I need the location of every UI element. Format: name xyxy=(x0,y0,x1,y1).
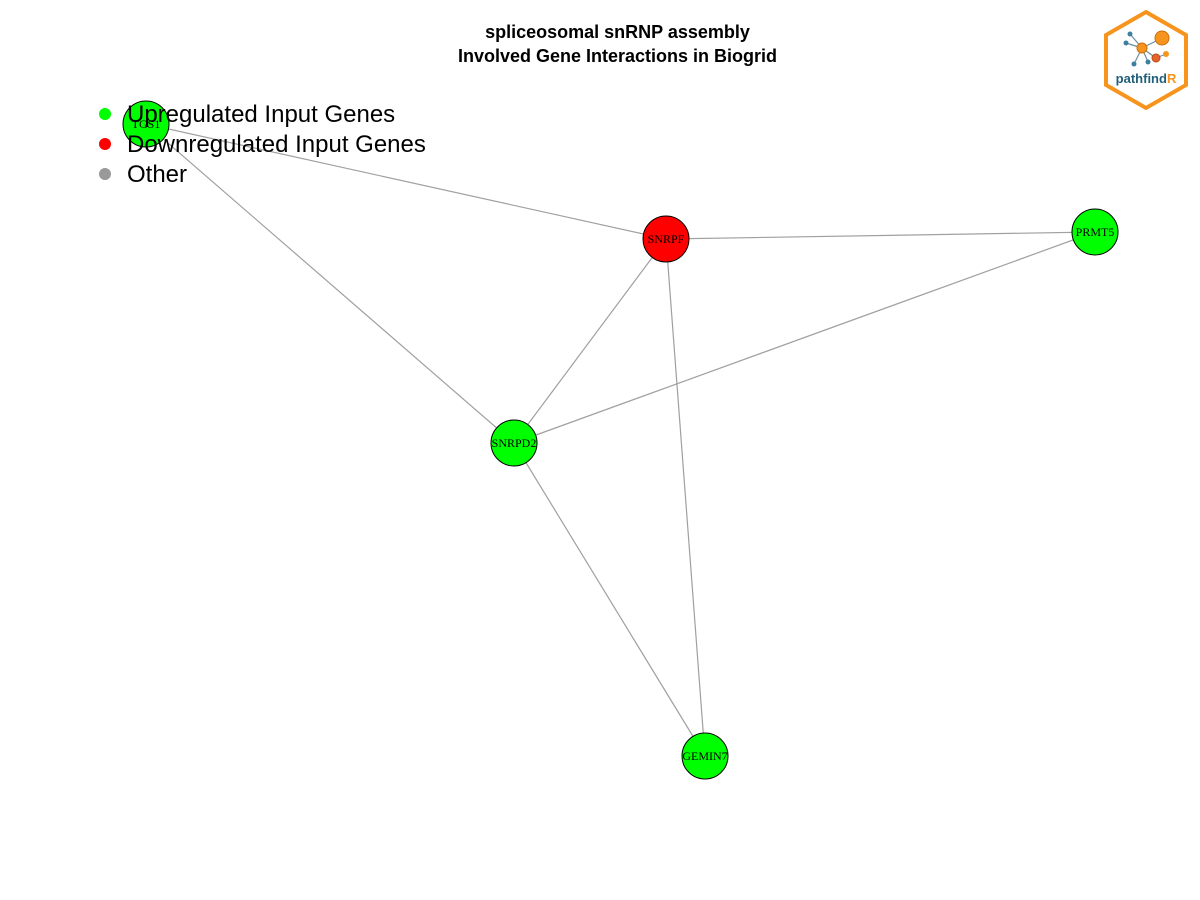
node-circle-snrpd2 xyxy=(490,419,538,467)
node-snrpd2: SNRPD2 xyxy=(490,419,538,467)
logo-text: pathfindR xyxy=(1116,71,1177,86)
node-label-snrpd2: SNRPD2 xyxy=(492,436,537,450)
edge-prmt5-snrpd2 xyxy=(513,231,1096,444)
logo-text-main: pathfind xyxy=(1116,71,1167,86)
node-snrpf: SNRPF xyxy=(642,215,690,263)
edge-snrpf-prmt5 xyxy=(665,231,1096,240)
logo-text-accent: R xyxy=(1167,71,1177,86)
logo-nodes xyxy=(1123,30,1170,67)
edge-snrpf-snrpd2 xyxy=(513,238,667,444)
title-line-1: spliceosomal snRNP assembly xyxy=(485,22,750,42)
node-label-gemin7: GEMIN7 xyxy=(682,749,727,763)
nodes-layer: TGS1 SNRPF PRMT5 SNRPD2 GEMIN7 xyxy=(122,100,1119,780)
legend-label-upregulated: Upregulated Input Genes xyxy=(127,101,396,128)
node-circle-gemin7 xyxy=(681,732,729,780)
edge-snrpd2-gemin7 xyxy=(513,442,706,757)
node-prmt5: PRMT5 xyxy=(1071,208,1119,256)
edges-layer xyxy=(145,123,1096,757)
node-circle-snrpf xyxy=(642,215,690,263)
pathfindr-logo: pathfindR xyxy=(1104,9,1188,111)
logo-hexagon xyxy=(1104,9,1188,111)
node-label-tgs1: TGS1 xyxy=(132,117,161,131)
node-circle-prmt5 xyxy=(1071,208,1119,256)
chart-title: spliceosomal snRNP assembly Involved Gen… xyxy=(0,20,1200,68)
legend-dot-upregulated xyxy=(99,108,111,120)
edge-tgs1-snrpd2 xyxy=(145,123,515,444)
title-line-2: Involved Gene Interactions in Biogrid xyxy=(457,46,778,66)
legend-label-downregulated: Downregulated Input Genes xyxy=(127,131,426,158)
legend-dot-downregulated xyxy=(99,138,111,150)
edge-tgs1-snrpf xyxy=(145,123,667,240)
node-tgs1: TGS1 xyxy=(122,100,170,148)
node-label-snrpf: SNRPF xyxy=(648,232,685,246)
edge-snrpf-gemin7 xyxy=(665,238,706,757)
node-circle-tgs1 xyxy=(122,100,170,148)
legend-label-other: Other xyxy=(127,161,188,188)
node-gemin7: GEMIN7 xyxy=(681,732,729,780)
legend-dot-other xyxy=(99,168,111,180)
node-label-prmt5: PRMT5 xyxy=(1076,225,1115,239)
